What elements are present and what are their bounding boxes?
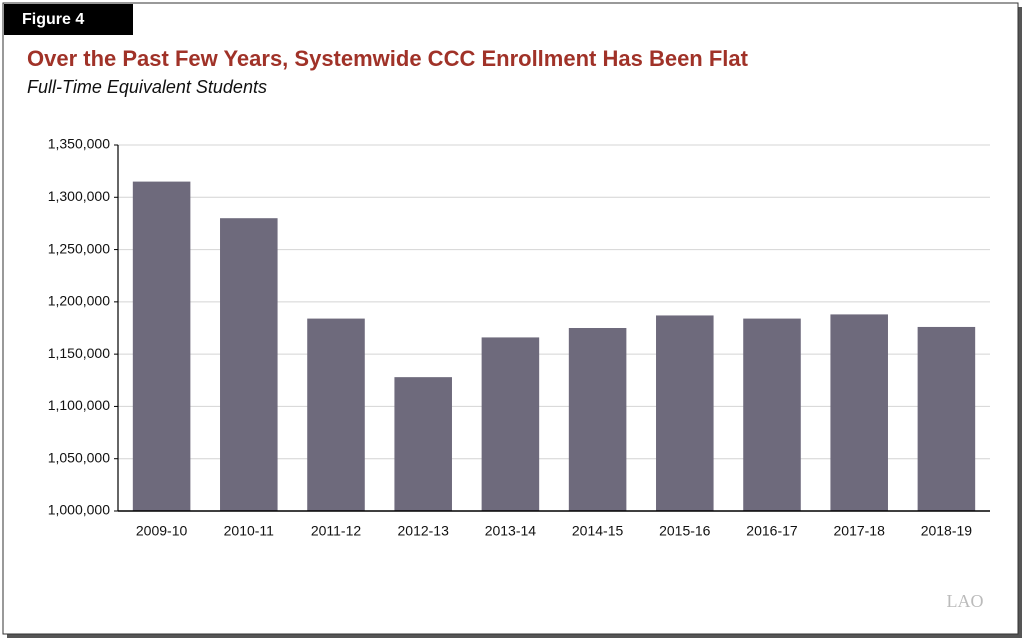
x-tick-label: 2014-15	[572, 523, 624, 539]
bar	[830, 314, 888, 511]
bar	[481, 337, 540, 511]
logo: LAO	[947, 591, 984, 611]
bar	[917, 326, 976, 511]
x-tick-label: 2011-12	[311, 523, 362, 539]
x-tick-label: 2015-16	[659, 523, 711, 539]
y-tick-label: 1,300,000	[48, 188, 110, 204]
bar	[656, 315, 714, 511]
x-tick-label: 2013-14	[485, 523, 537, 539]
x-tick-label: 2018-19	[921, 523, 973, 539]
x-tick-label: 2010-11	[224, 523, 275, 539]
x-tick-label: 2016-17	[746, 523, 798, 539]
chart-title: Over the Past Few Years, Systemwide CCC …	[27, 46, 749, 71]
figure-label-box	[4, 4, 133, 35]
y-tick-label: 1,000,000	[48, 502, 110, 518]
bar	[132, 181, 191, 511]
figure-label: Figure 4	[22, 11, 84, 28]
y-tick-label: 1,200,000	[48, 293, 110, 309]
bar	[307, 318, 365, 511]
x-tick-label: 2012-13	[398, 523, 450, 539]
x-tick-label: 2017-18	[834, 523, 886, 539]
x-tick-label: 2009-10	[136, 523, 188, 539]
bar	[220, 218, 278, 511]
y-tick-label: 1,050,000	[48, 449, 110, 465]
y-tick-label: 1,100,000	[48, 397, 110, 413]
bar	[568, 328, 627, 511]
chart-subtitle: Full-Time Equivalent Students	[27, 77, 267, 97]
y-tick-label: 1,350,000	[48, 136, 110, 152]
y-tick-label: 1,250,000	[48, 240, 110, 256]
bar	[743, 318, 801, 511]
bar	[394, 377, 452, 511]
y-tick-label: 1,150,000	[48, 345, 110, 361]
